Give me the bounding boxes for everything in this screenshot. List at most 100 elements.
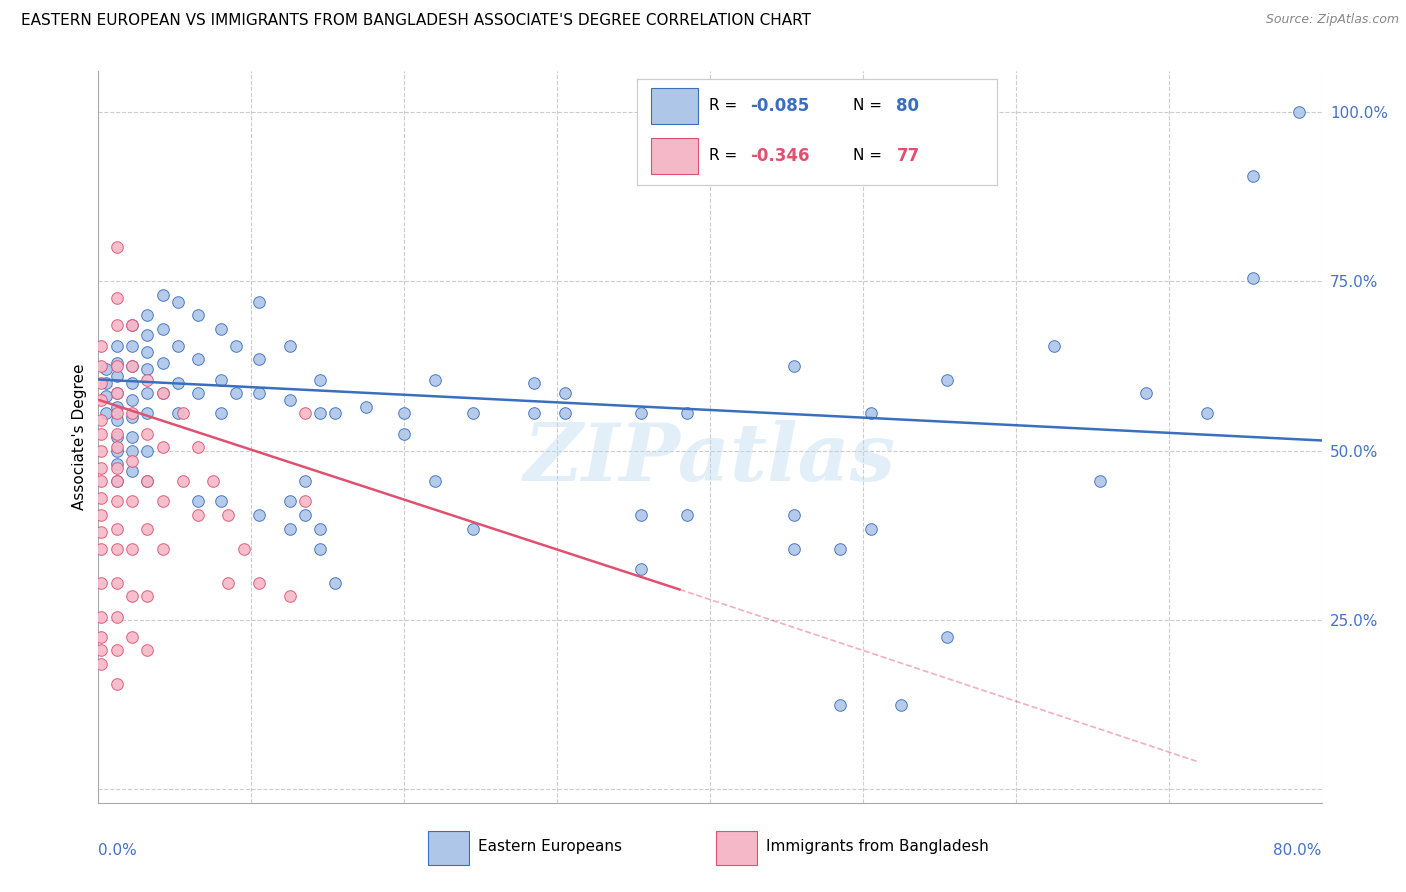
Point bbox=[136, 386, 159, 401]
Point bbox=[105, 413, 128, 427]
Point bbox=[187, 494, 209, 508]
Point bbox=[152, 355, 174, 369]
Point bbox=[630, 508, 652, 522]
Point bbox=[676, 406, 699, 420]
Point bbox=[278, 521, 301, 535]
Point bbox=[121, 318, 143, 333]
Point bbox=[121, 359, 143, 373]
Point bbox=[121, 589, 143, 603]
Point bbox=[354, 400, 377, 414]
Point bbox=[167, 339, 190, 353]
Point bbox=[294, 508, 316, 522]
Point bbox=[392, 426, 416, 441]
Point bbox=[152, 322, 174, 336]
Point bbox=[90, 657, 112, 671]
Point bbox=[105, 443, 128, 458]
Text: ZIPatlas: ZIPatlas bbox=[524, 420, 896, 498]
Point bbox=[630, 406, 652, 420]
Point bbox=[136, 362, 159, 376]
Point bbox=[309, 406, 332, 420]
Point bbox=[105, 474, 128, 488]
Y-axis label: Associate's Degree: Associate's Degree bbox=[72, 364, 87, 510]
Point bbox=[167, 376, 190, 390]
Point bbox=[105, 609, 128, 624]
Point bbox=[121, 318, 143, 333]
Point bbox=[1088, 474, 1111, 488]
Point bbox=[105, 474, 128, 488]
Point bbox=[325, 575, 347, 590]
Point bbox=[225, 386, 247, 401]
Point bbox=[217, 508, 239, 522]
Point bbox=[247, 575, 270, 590]
Point bbox=[94, 389, 117, 403]
Point bbox=[309, 372, 332, 386]
Point bbox=[523, 376, 546, 390]
Point bbox=[90, 541, 112, 556]
Point bbox=[90, 392, 112, 407]
Point bbox=[187, 352, 209, 367]
Point bbox=[630, 562, 652, 576]
Point bbox=[90, 426, 112, 441]
Point bbox=[187, 308, 209, 322]
Text: 80.0%: 80.0% bbox=[1274, 843, 1322, 858]
Point bbox=[90, 443, 112, 458]
Point bbox=[105, 440, 128, 454]
Point bbox=[247, 386, 270, 401]
Point bbox=[136, 372, 159, 386]
Point bbox=[105, 355, 128, 369]
Point bbox=[554, 406, 576, 420]
Point bbox=[90, 359, 112, 373]
Point bbox=[247, 294, 270, 309]
Point bbox=[278, 494, 301, 508]
Point bbox=[105, 494, 128, 508]
Point bbox=[105, 457, 128, 471]
Point bbox=[105, 541, 128, 556]
Point bbox=[90, 339, 112, 353]
Point bbox=[105, 240, 128, 254]
Point bbox=[105, 460, 128, 475]
Text: 0.0%: 0.0% bbox=[98, 843, 138, 858]
Point bbox=[167, 294, 190, 309]
Point bbox=[90, 491, 112, 505]
Point bbox=[105, 426, 128, 441]
Point bbox=[136, 406, 159, 420]
Point bbox=[1241, 169, 1264, 184]
Point bbox=[423, 372, 446, 386]
Point bbox=[209, 322, 232, 336]
Point bbox=[152, 386, 174, 401]
Point bbox=[90, 575, 112, 590]
Point bbox=[278, 339, 301, 353]
Point bbox=[294, 494, 316, 508]
Point bbox=[423, 474, 446, 488]
Point bbox=[890, 698, 912, 712]
Point bbox=[167, 406, 190, 420]
Point bbox=[172, 406, 194, 420]
Point bbox=[121, 339, 143, 353]
Point bbox=[461, 406, 484, 420]
Point bbox=[94, 362, 117, 376]
Point bbox=[1241, 271, 1264, 285]
Point bbox=[209, 494, 232, 508]
Point bbox=[1195, 406, 1218, 420]
Point bbox=[152, 541, 174, 556]
Point bbox=[121, 464, 143, 478]
Point bbox=[136, 474, 159, 488]
Point bbox=[247, 508, 270, 522]
Point bbox=[121, 409, 143, 424]
Point bbox=[136, 643, 159, 657]
Point bbox=[90, 460, 112, 475]
Point bbox=[121, 406, 143, 420]
Point bbox=[121, 541, 143, 556]
Point bbox=[121, 454, 143, 468]
Point bbox=[828, 541, 851, 556]
Point bbox=[105, 369, 128, 384]
Point bbox=[325, 406, 347, 420]
Point bbox=[105, 406, 128, 420]
Point bbox=[121, 359, 143, 373]
Point bbox=[202, 474, 225, 488]
Point bbox=[121, 376, 143, 390]
Point bbox=[90, 508, 112, 522]
Point bbox=[278, 392, 301, 407]
Point bbox=[90, 413, 112, 427]
Point bbox=[136, 426, 159, 441]
